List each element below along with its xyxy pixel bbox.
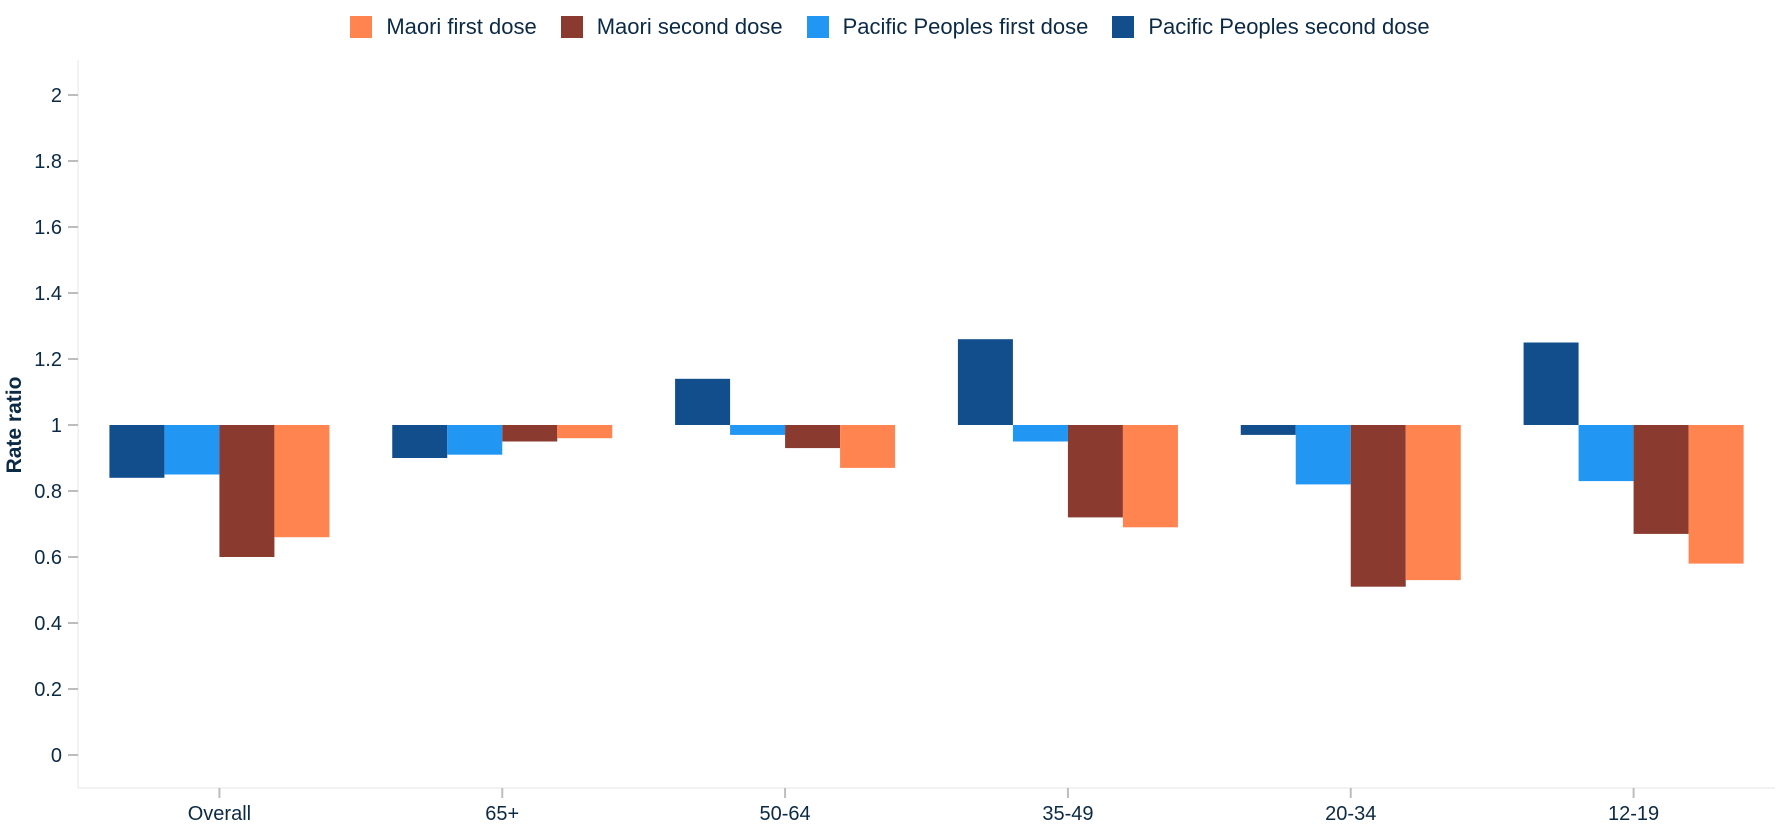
bar-pacific-peoples-second-dose-20-34[interactable] (1240, 425, 1296, 435)
x-tick-label: 50-64 (760, 803, 811, 825)
y-tick-label: 1.2 (34, 349, 62, 371)
bar-pacific-peoples-second-dose-50-64[interactable] (675, 378, 731, 425)
legend-label-maori-first-dose: Maori first dose (386, 14, 537, 39)
legend-label-pacific-first-dose: Pacific Peoples first dose (842, 14, 1089, 39)
y-axis-title: Rate ratio (3, 377, 26, 474)
bar-maori-second-dose-overall[interactable] (219, 425, 275, 557)
bar-maori-first-dose-50-64[interactable] (840, 425, 896, 468)
bar-pacific-peoples-second-dose-overall[interactable] (109, 425, 165, 478)
bar-pacific-peoples-second-dose-12-19[interactable] (1523, 342, 1579, 426)
x-tick-label: 20-34 (1325, 803, 1376, 825)
bar-maori-first-dose-35-49[interactable] (1122, 425, 1178, 528)
y-tick-label: 0.2 (34, 679, 62, 701)
legend-item-pacific-second-dose[interactable]: Pacific Peoples second dose (1112, 14, 1430, 40)
bar-maori-second-dose-12-19[interactable] (1633, 425, 1689, 534)
bar-pacific-peoples-first-dose-50-64[interactable] (730, 425, 786, 435)
y-tick-label: 0.8 (34, 481, 62, 503)
bar-maori-first-dose-20-34[interactable] (1405, 425, 1461, 581)
x-tick-label: Overall (188, 803, 251, 825)
chart-legend: Maori first dose Maori second dose Pacif… (0, 14, 1780, 40)
bar-pacific-peoples-first-dose-12-19[interactable] (1578, 425, 1634, 482)
x-tick-label: 35-49 (1042, 803, 1093, 825)
bar-maori-first-dose-12-19[interactable] (1688, 425, 1744, 564)
legend-item-pacific-first-dose[interactable]: Pacific Peoples first dose (806, 14, 1089, 40)
y-tick-label: 1.6 (34, 217, 62, 239)
bar-pacific-peoples-first-dose-20-34[interactable] (1295, 425, 1351, 485)
x-tick-label: 12-19 (1608, 803, 1659, 825)
legend-swatch-pacific-first-dose (806, 16, 829, 38)
legend-item-maori-first-dose[interactable]: Maori first dose (350, 14, 537, 40)
bar-pacific-peoples-first-dose-35-49[interactable] (1012, 425, 1068, 442)
y-tick-label: 1.4 (34, 283, 62, 305)
y-tick-label: 0.4 (34, 613, 62, 635)
y-tick-label: 1.8 (34, 151, 62, 173)
bar-maori-second-dose-35-49[interactable] (1067, 425, 1123, 518)
bar-maori-first-dose-overall[interactable] (274, 425, 330, 538)
x-tick-label: 65+ (485, 803, 519, 825)
bar-maori-second-dose-50-64[interactable] (785, 425, 841, 449)
y-tick-label: 0 (51, 745, 62, 767)
bar-pacific-peoples-first-dose-overall[interactable] (164, 425, 220, 475)
bar-pacific-peoples-first-dose-65+[interactable] (447, 425, 503, 455)
y-tick-label: 0.6 (34, 547, 62, 569)
y-tick-label: 2 (51, 85, 62, 107)
bar-maori-second-dose-65+[interactable] (502, 425, 558, 442)
legend-item-maori-second-dose[interactable]: Maori second dose (560, 14, 783, 40)
legend-label-pacific-second-dose: Pacific Peoples second dose (1148, 14, 1430, 39)
bar-pacific-peoples-second-dose-35-49[interactable] (957, 339, 1013, 425)
legend-swatch-maori-second-dose (560, 16, 583, 38)
legend-label-maori-second-dose: Maori second dose (596, 14, 783, 39)
bar-maori-second-dose-20-34[interactable] (1350, 425, 1406, 587)
y-tick-label: 1 (51, 415, 62, 437)
legend-swatch-pacific-second-dose (1112, 16, 1135, 38)
legend-swatch-maori-first-dose (350, 16, 373, 38)
bar-maori-first-dose-65+[interactable] (557, 425, 613, 439)
bar-pacific-peoples-second-dose-65+[interactable] (392, 425, 448, 458)
